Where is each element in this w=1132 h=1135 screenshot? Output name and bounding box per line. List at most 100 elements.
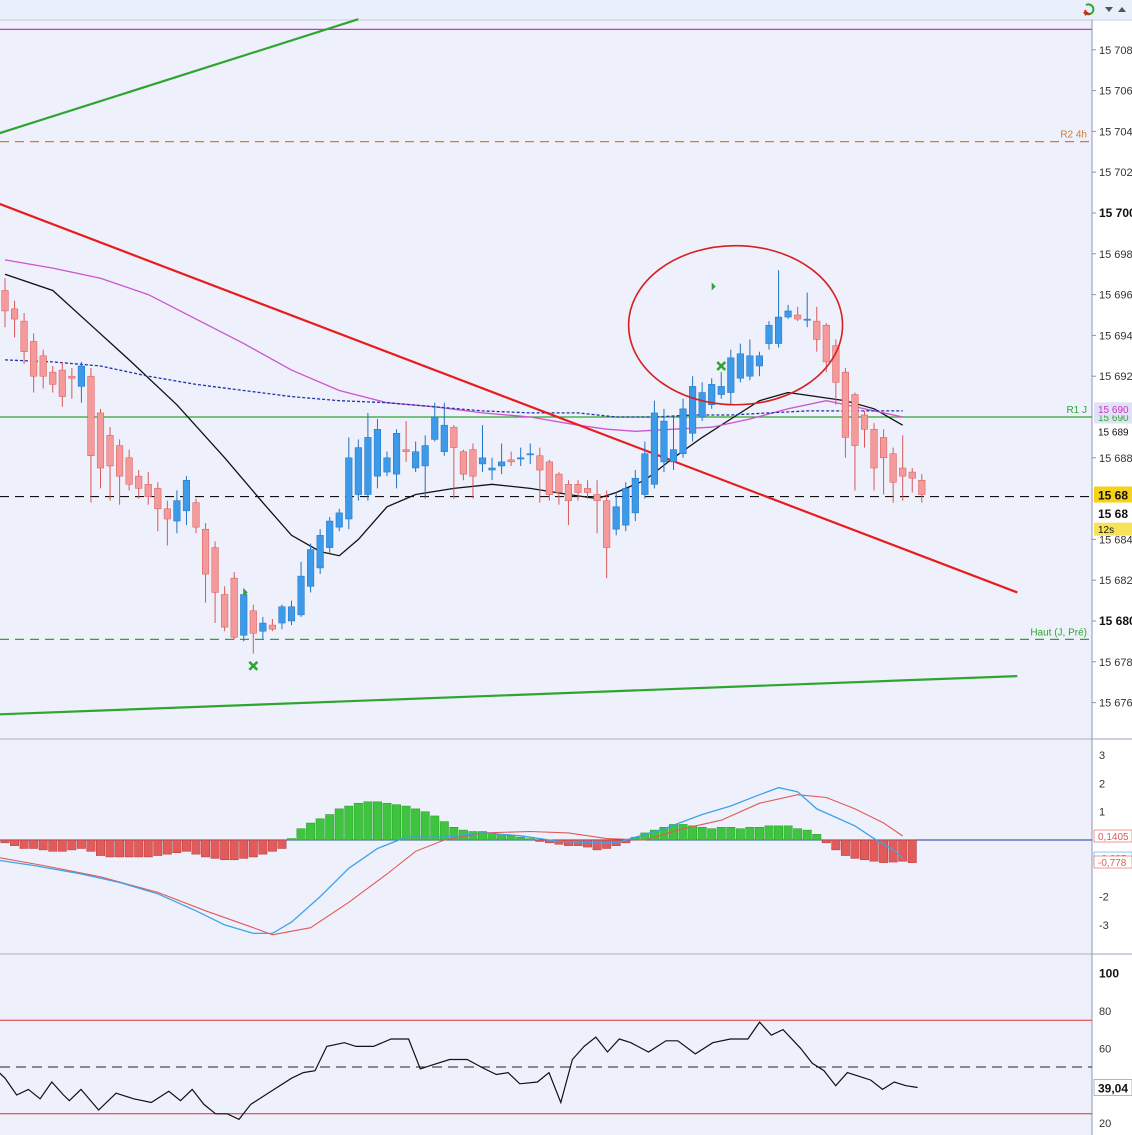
macd-histogram-bar xyxy=(48,839,58,852)
rsi-tick-label: 80 xyxy=(1099,1006,1111,1018)
candle-body xyxy=(689,386,697,434)
macd-histogram-bar xyxy=(306,822,316,841)
candle-body xyxy=(775,316,783,344)
price-tick-label: 15 676 xyxy=(1099,698,1132,710)
rsi-panel xyxy=(0,955,1092,1135)
candle-body xyxy=(412,451,420,469)
chevron-down-icon-shape xyxy=(1105,7,1113,12)
price-panel xyxy=(0,20,1092,738)
candle-body xyxy=(517,457,525,460)
macd-histogram-bar xyxy=(755,827,764,841)
candle xyxy=(30,333,38,393)
candle xyxy=(746,339,754,381)
candle-body xyxy=(488,467,496,471)
macd-histogram-bar xyxy=(707,828,717,841)
candle xyxy=(612,492,620,536)
candle-body xyxy=(39,355,47,377)
candle xyxy=(469,443,477,499)
candle-body xyxy=(106,435,114,467)
candle-body xyxy=(545,461,553,495)
candle xyxy=(316,529,324,575)
candle xyxy=(650,400,658,489)
candle xyxy=(689,376,697,442)
candle-body xyxy=(870,428,878,469)
candle xyxy=(412,441,420,473)
candle-body xyxy=(813,320,821,340)
price-tag-label: 15 690 xyxy=(1098,405,1129,416)
candle xyxy=(603,490,611,579)
candle-body xyxy=(326,520,334,548)
candle xyxy=(192,498,200,534)
candle-body xyxy=(574,484,582,493)
candle-body xyxy=(908,471,916,479)
chevron-up-icon[interactable] xyxy=(1118,7,1126,12)
macd-histogram-bar xyxy=(153,839,163,856)
macd-histogram-bar xyxy=(888,839,898,863)
trend-line[interactable] xyxy=(0,199,1018,594)
candle-body xyxy=(679,408,687,454)
candle-body xyxy=(631,477,639,514)
candle-body xyxy=(68,375,76,379)
candle-body xyxy=(58,369,66,397)
candle-body xyxy=(297,575,305,616)
candle-body xyxy=(841,371,849,438)
candle xyxy=(278,604,286,630)
trend-line[interactable] xyxy=(0,674,1018,716)
candle-body xyxy=(278,606,286,624)
macd-histogram-bar xyxy=(716,827,726,841)
candle xyxy=(517,447,525,466)
candle-body xyxy=(555,473,563,493)
candle-body xyxy=(230,577,238,638)
candle xyxy=(335,508,343,532)
candle-body xyxy=(507,459,515,463)
candle xyxy=(96,408,105,489)
candle-body xyxy=(259,622,267,632)
candle-body xyxy=(593,494,601,501)
macd-tick-label: -3 xyxy=(1099,920,1109,932)
macd-value-label: -0,778 xyxy=(1098,858,1127,869)
macd-histogram-bar xyxy=(325,814,335,841)
price-tag-label: 15 68 xyxy=(1098,507,1128,521)
candle xyxy=(880,429,888,495)
macd-histogram-bar xyxy=(287,838,296,841)
macd-tick-label: 3 xyxy=(1099,750,1105,762)
macd-histogram-bar xyxy=(67,839,77,851)
macd-histogram-bar xyxy=(602,839,612,849)
candle xyxy=(383,451,391,477)
macd-histogram-bar xyxy=(802,829,812,841)
candle-body xyxy=(755,355,764,367)
refresh-icon[interactable] xyxy=(1083,3,1095,16)
price-tick-label: 15 688 xyxy=(1099,453,1132,465)
candle xyxy=(813,306,821,352)
candle-body xyxy=(20,320,28,352)
candle xyxy=(727,349,735,405)
macd-histogram-bar xyxy=(334,808,344,841)
price-tick-label: 15 682 xyxy=(1099,575,1132,587)
candle xyxy=(431,402,439,442)
macd-histogram-bar xyxy=(697,827,707,841)
macd-histogram-bar xyxy=(10,839,19,846)
candle xyxy=(402,421,410,462)
candle xyxy=(125,449,133,491)
candle xyxy=(755,351,764,377)
highlight-ellipse[interactable] xyxy=(627,244,844,406)
candle xyxy=(221,586,229,632)
trend-line[interactable] xyxy=(0,18,359,137)
price-tag xyxy=(1094,522,1132,536)
signal-flag-marker xyxy=(243,588,248,597)
macd-histogram-bar xyxy=(229,839,239,861)
candle-body xyxy=(803,318,811,321)
candle-body xyxy=(125,457,133,485)
price-tick-label: 15 680 xyxy=(1099,614,1132,628)
candle-body xyxy=(584,488,592,493)
candle xyxy=(326,516,334,554)
candle xyxy=(555,472,563,505)
candle xyxy=(49,366,57,393)
chevron-down-icon[interactable] xyxy=(1105,7,1113,12)
candle xyxy=(106,427,114,501)
macd-histogram-bar xyxy=(315,818,325,841)
candle-body xyxy=(746,355,754,377)
price-tick-label: 15 694 xyxy=(1099,330,1132,342)
candle-body xyxy=(11,308,19,320)
